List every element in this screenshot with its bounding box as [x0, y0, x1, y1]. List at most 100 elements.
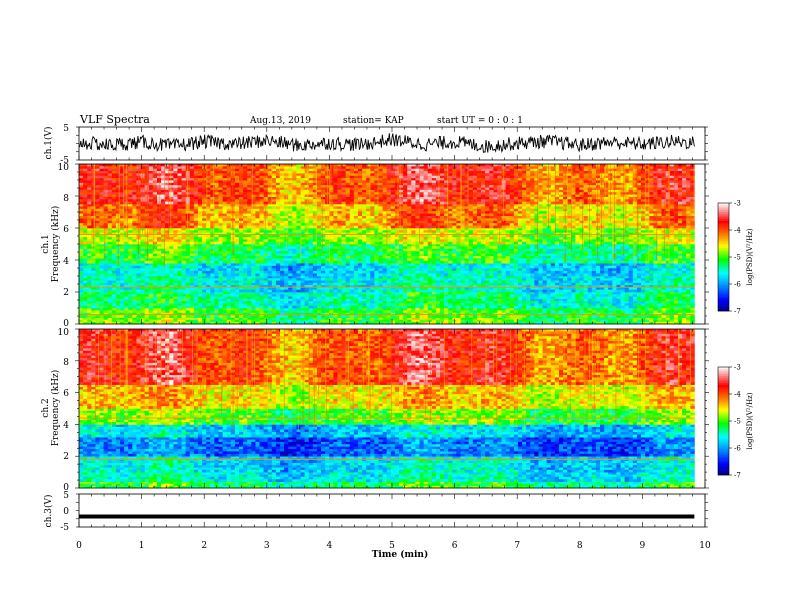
spectrogram-cell	[665, 265, 671, 269]
spectrogram-cell	[673, 292, 679, 295]
spectrogram-cell	[284, 319, 289, 323]
spectrogram-cell	[653, 298, 658, 302]
spectrogram-cell	[673, 305, 679, 309]
spectrogram-cell	[431, 263, 437, 267]
spectrogram-cell	[280, 244, 285, 247]
spectrogram-cell	[292, 315, 297, 318]
spectrogram-cell	[489, 298, 494, 302]
spectrogram-cell	[526, 270, 531, 274]
spectrogram-cell	[148, 276, 154, 279]
spectrogram-cell	[202, 292, 207, 295]
spectrogram-cell	[497, 301, 502, 304]
spectrogram-cell	[661, 258, 667, 262]
spectrogram-cell	[370, 315, 375, 318]
spectrogram-cell	[661, 298, 667, 302]
spectrogram-cell	[468, 278, 474, 281]
spectrogram-cell	[226, 278, 232, 281]
spectrogram-cell	[136, 263, 141, 267]
spectrogram-cell	[374, 321, 379, 325]
spectrogram-cell	[600, 276, 605, 279]
spectrogram-cell	[452, 265, 457, 269]
spectrogram-cell	[538, 321, 543, 325]
spectrogram-cell	[427, 256, 433, 259]
spectrogram-cell	[538, 258, 543, 262]
spectrogram-cell	[152, 305, 158, 309]
spectrogram-cell	[419, 276, 424, 279]
spectrogram-cell	[374, 285, 379, 288]
spectrogram-cell	[415, 263, 420, 267]
spectrogram-cell	[87, 319, 92, 323]
spectrogram-cell	[452, 292, 457, 295]
spectrogram-cell	[460, 258, 466, 262]
spectrogram-cell	[210, 278, 215, 281]
spectrogram-cell	[489, 258, 494, 262]
spectrogram-cell	[612, 276, 617, 279]
spectrogram-cell	[128, 310, 133, 314]
spectrogram-cell	[263, 301, 269, 304]
spectrogram-cell	[546, 317, 552, 321]
spectrogram-cell	[509, 315, 515, 318]
spectrogram-cell	[234, 244, 240, 247]
spectrogram-cell	[522, 303, 527, 307]
spectrogram-cell	[296, 303, 301, 307]
spectrogram-cell	[464, 310, 470, 314]
spectrogram-cell	[394, 280, 400, 284]
spectrogram-cell	[595, 253, 601, 257]
spectrogram-cell	[460, 280, 466, 284]
spectrogram-cell	[456, 310, 461, 314]
spectrogram-cell	[632, 294, 638, 297]
spectrogram-cell	[682, 310, 687, 314]
spectrogram-cell	[403, 308, 408, 311]
spectrogram-cell	[292, 301, 297, 304]
spectrogram-cell	[583, 273, 589, 277]
spectrogram-cell	[526, 298, 531, 302]
spectrogram-cell	[398, 278, 404, 281]
spectrogram-cell	[591, 310, 597, 314]
spectrogram-cell	[608, 268, 613, 272]
spectrogram-cell	[263, 319, 269, 323]
spectrogram-cell	[136, 268, 141, 272]
spectrogram-cell	[690, 263, 695, 267]
spectrogram-cell	[612, 282, 617, 286]
spectrogram-cell	[550, 256, 556, 259]
spectrogram-cell	[185, 278, 191, 281]
spectrogram-cell	[411, 296, 416, 300]
spectrogram-cell	[440, 270, 445, 274]
spectrogram-cell	[468, 276, 474, 279]
spectrogram-cell	[653, 248, 658, 252]
spectrogram-cell	[538, 315, 543, 318]
spectrogram-cell	[247, 256, 252, 259]
spectrogram-cell	[489, 294, 494, 297]
spectrogram-cell	[357, 301, 363, 304]
spectrogram-cell	[558, 308, 564, 311]
spectrogram-cell	[374, 296, 379, 300]
spectrogram-cell	[542, 253, 548, 257]
spectrogram-cell	[501, 303, 507, 307]
spectrogram-cell	[333, 263, 338, 267]
spectrogram-cell	[181, 253, 187, 257]
spectrogram-cell	[616, 305, 621, 309]
spectrogram-cell	[243, 244, 248, 247]
spectrogram-cell	[423, 317, 429, 321]
spectrogram-cell	[87, 298, 92, 302]
spectrogram-cell	[571, 248, 576, 252]
spectrogram-cell	[604, 273, 609, 277]
spectrogram-cell	[661, 285, 667, 288]
spectrogram-cell	[628, 251, 634, 254]
spectrogram-cell	[382, 287, 388, 291]
spectrogram-cell	[542, 282, 548, 286]
spectrogram-cell	[222, 317, 228, 321]
spectrogram-cell	[485, 256, 490, 259]
spectrogram-cell	[444, 292, 449, 295]
spectrogram-cell	[292, 256, 297, 259]
spectrogram-cell	[600, 280, 605, 284]
spectrogram-cell	[165, 246, 170, 250]
spectrogram-cell	[579, 263, 584, 267]
spectrogram-cell	[349, 289, 355, 293]
spectrogram-cell	[628, 298, 634, 302]
spectrogram-cell	[431, 294, 437, 297]
spectrogram-cell	[481, 282, 486, 286]
spectrogram-cell	[263, 263, 269, 267]
spectrogram-cell	[140, 244, 146, 247]
spectrogram-cell	[558, 248, 564, 252]
